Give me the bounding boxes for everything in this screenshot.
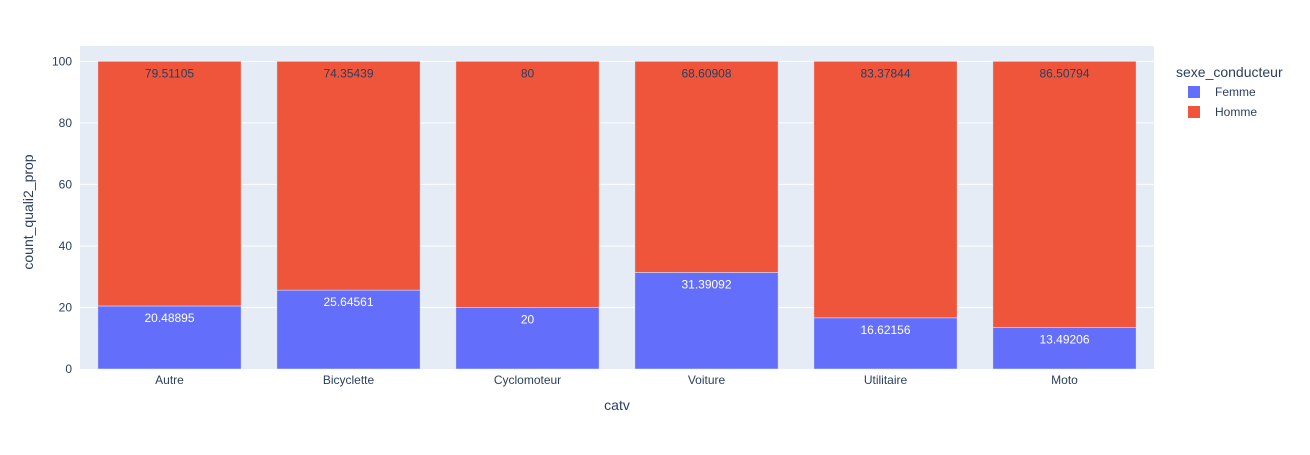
data-label: 74.35439 [323,66,373,80]
y-axis-title: count_quali2_prop [20,154,36,269]
data-label: 20.48895 [144,311,194,325]
data-label: 79.51105 [145,66,194,80]
bar-homme-cyclomoteur[interactable] [455,61,600,308]
legend-swatch [1188,106,1200,118]
y-tick-label: 60 [59,177,73,191]
x-tick-label: Voiture [688,373,726,387]
legend-item-femme[interactable]: Femme [1188,85,1256,99]
legend-label: Femme [1215,85,1256,99]
bar-femme-utilitaire[interactable] [813,317,958,370]
plot-background [80,46,1154,369]
bar-homme-utilitaire[interactable] [813,61,958,319]
data-label: 80 [521,66,535,80]
bar-homme-moto[interactable] [992,61,1137,328]
legend: sexe_conducteur Femme Homme [1176,64,1283,119]
bar-homme-voiture[interactable] [634,61,779,273]
x-tick-label: Utilitaire [864,373,908,387]
y-tick-label: 100 [52,54,72,68]
bar-homme-bicyclette[interactable] [276,61,421,291]
data-label: 13.49206 [1039,332,1089,346]
bar-homme-autre[interactable] [97,61,242,307]
bar-femme-moto[interactable] [992,327,1137,370]
legend-title: sexe_conducteur [1176,64,1283,80]
x-tick-label: Cyclomoteur [494,373,561,387]
legend-swatch [1188,86,1200,98]
legend-label: Homme [1215,105,1257,119]
x-tick-label: Bicyclette [323,373,375,387]
data-label: 25.64561 [323,295,373,309]
bar-femme-autre[interactable] [97,305,242,370]
bars [97,61,1137,370]
legend-item-homme[interactable]: Homme [1188,105,1257,119]
x-tick-label: Moto [1051,373,1078,387]
y-axis-ticks: 0 20 40 60 80 100 [52,54,72,376]
data-label: 86.50794 [1039,66,1089,80]
data-label: 83.37844 [860,66,910,80]
data-label: 68.60908 [681,66,731,80]
x-axis-ticks: Autre Bicyclette Cyclomoteur Voiture Utilita… [155,373,1078,387]
x-axis-title: catv [604,397,630,413]
data-label: 20 [521,312,535,326]
bar-femme-cyclomoteur[interactable] [455,307,600,370]
data-label: 16.62156 [860,323,910,337]
y-tick-label: 0 [65,362,72,376]
data-labels: 20.48895 79.51105 25.64561 74.35439 20 80 31.3… [144,66,1089,346]
gridlines [80,60,1154,308]
data-label: 31.39092 [681,277,731,291]
y-tick-label: 80 [59,116,73,130]
y-tick-label: 20 [59,300,73,314]
y-tick-label: 40 [59,239,73,253]
x-tick-label: Autre [155,373,184,387]
bar-femme-bicyclette[interactable] [276,289,421,370]
